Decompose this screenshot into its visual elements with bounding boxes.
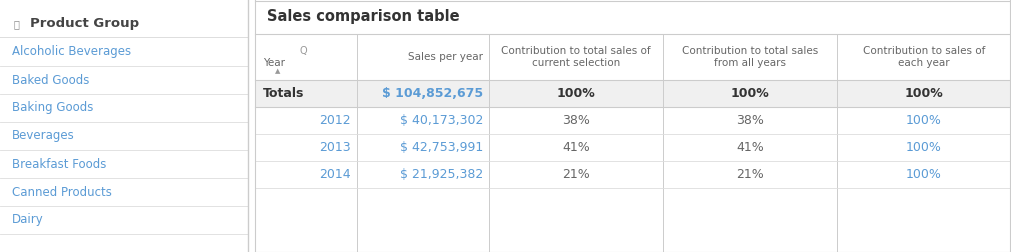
Text: 38%: 38% (736, 114, 764, 127)
Text: 100%: 100% (906, 168, 942, 181)
Text: 100%: 100% (905, 87, 943, 100)
Text: ▲: ▲ (275, 68, 280, 74)
Text: 21%: 21% (562, 168, 590, 181)
Text: 2012: 2012 (319, 114, 351, 127)
Text: 2013: 2013 (319, 141, 351, 154)
Bar (255, 0, 1011, 252)
Text: $ 21,925,382: $ 21,925,382 (400, 168, 483, 181)
Text: Sales comparison table: Sales comparison table (267, 9, 460, 23)
Text: Sales per year: Sales per year (408, 52, 483, 62)
Text: Baked Goods: Baked Goods (12, 74, 89, 86)
Text: Canned Products: Canned Products (12, 185, 112, 199)
Text: Breakfast Foods: Breakfast Foods (12, 158, 106, 171)
Text: 100%: 100% (557, 87, 595, 100)
Bar (0, 0, 248, 252)
Text: 41%: 41% (562, 141, 590, 154)
Text: Baking Goods: Baking Goods (12, 102, 93, 114)
Text: Beverages: Beverages (12, 130, 75, 142)
Bar (255, 80, 1011, 107)
Text: Dairy: Dairy (12, 213, 43, 227)
Text: Totals: Totals (263, 87, 304, 100)
Text: Contribution to total sales
from all years: Contribution to total sales from all yea… (682, 46, 818, 68)
Text: Contribution to total sales of
current selection: Contribution to total sales of current s… (501, 46, 651, 68)
Text: 100%: 100% (906, 141, 942, 154)
Text: Contribution to sales of
each year: Contribution to sales of each year (862, 46, 986, 68)
Text: 🔍: 🔍 (14, 19, 20, 29)
Text: $ 104,852,675: $ 104,852,675 (382, 87, 483, 100)
Text: 2014: 2014 (319, 168, 351, 181)
Text: 100%: 100% (906, 114, 942, 127)
Text: 41%: 41% (736, 141, 764, 154)
Text: 21%: 21% (736, 168, 764, 181)
Text: Alcoholic Beverages: Alcoholic Beverages (12, 46, 131, 58)
Text: Product Group: Product Group (30, 17, 140, 30)
Text: 100%: 100% (731, 87, 769, 100)
Text: $ 40,173,302: $ 40,173,302 (400, 114, 483, 127)
Text: 38%: 38% (562, 114, 590, 127)
Text: $ 42,753,991: $ 42,753,991 (400, 141, 483, 154)
Text: Q: Q (300, 46, 307, 56)
Text: Year: Year (263, 58, 285, 68)
